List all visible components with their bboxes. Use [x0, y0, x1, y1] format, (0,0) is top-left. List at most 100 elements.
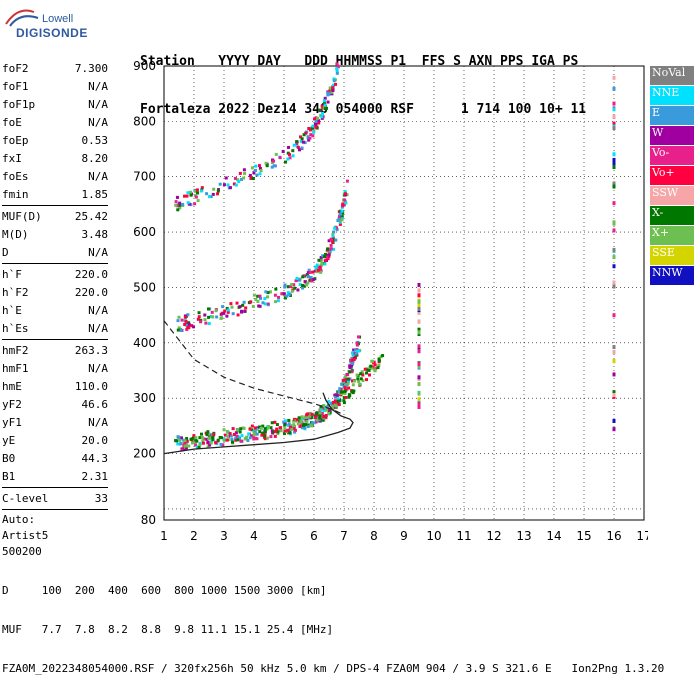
- spur-point: [612, 221, 616, 226]
- echo-point: [202, 437, 206, 441]
- spur-point: [612, 313, 616, 318]
- echo-point: [211, 438, 215, 442]
- footer-muf-row: MUF 7.7 7.8 8.2 8.8 9.8 11.1 15.1 25.4 […: [2, 623, 334, 636]
- echo-point: [289, 424, 293, 428]
- param-row: hmE 110.0: [2, 378, 108, 396]
- param-row: h`Es N/A: [2, 320, 108, 338]
- echo-point: [373, 363, 377, 367]
- echo-point: [185, 437, 189, 441]
- echo-point: [343, 192, 347, 196]
- echo-point: [190, 324, 194, 328]
- echo-point: [332, 77, 336, 81]
- echo-point: [242, 426, 246, 430]
- echo-point: [209, 441, 213, 445]
- echo-point: [183, 322, 187, 326]
- echo-point: [319, 256, 323, 260]
- echo-point: [186, 325, 190, 329]
- echo-point: [360, 370, 364, 374]
- echo-point: [203, 318, 207, 322]
- echo-point: [261, 301, 265, 305]
- echo-point: [310, 412, 314, 416]
- param-row: yF1 N/A: [2, 414, 108, 432]
- echo-point: [314, 265, 318, 269]
- spur-point: [417, 344, 421, 349]
- echo-point: [256, 294, 260, 298]
- echo-point: [209, 195, 213, 199]
- echo-point: [197, 311, 201, 315]
- echo-point: [242, 176, 246, 180]
- echo-point: [285, 294, 289, 298]
- logo: Lowell DIGISONDE: [4, 4, 87, 48]
- echo-point: [252, 437, 256, 441]
- param-row: B1 2.31: [2, 468, 108, 486]
- param-name: hmF1: [2, 362, 29, 375]
- echo-point: [315, 418, 319, 422]
- echo-point: [283, 296, 287, 300]
- echo-point: [328, 89, 332, 93]
- y-tick-label: 800: [133, 114, 156, 128]
- echo-point: [214, 309, 218, 313]
- echo-point: [208, 443, 212, 447]
- spur-point: [612, 75, 616, 80]
- divider: [2, 487, 108, 488]
- spur-point: [612, 390, 616, 395]
- spur-point: [612, 181, 616, 186]
- param-row: foEs N/A: [2, 168, 108, 186]
- echo-point: [232, 182, 236, 186]
- echo-point: [176, 319, 180, 323]
- echo-point: [288, 156, 292, 160]
- x-tick-label: 13: [516, 529, 531, 543]
- echo-point: [338, 214, 342, 218]
- echo-point: [331, 232, 335, 236]
- echo-point: [193, 189, 197, 193]
- legend-item-ssw: SSW: [650, 186, 694, 205]
- echo-point: [301, 140, 305, 144]
- echo-point: [180, 436, 184, 440]
- echo-point: [189, 203, 193, 207]
- echo-point: [238, 430, 242, 434]
- echo-point: [318, 416, 322, 420]
- echo-point: [309, 133, 313, 137]
- echo-point: [314, 119, 318, 123]
- echo-point: [283, 427, 287, 431]
- echo-point: [276, 432, 280, 436]
- spur-point: [612, 372, 616, 377]
- x-tick-label: 16: [606, 529, 621, 543]
- echo-point: [295, 418, 299, 422]
- echo-point: [286, 157, 290, 161]
- digisonde-logo-icon: [5, 9, 39, 27]
- echo-point: [196, 317, 200, 321]
- echo-point: [293, 424, 297, 428]
- spur-point: [417, 375, 421, 380]
- param-value: N/A: [88, 362, 108, 375]
- echo-point: [306, 425, 310, 429]
- spur-point: [417, 391, 421, 396]
- echo-point: [286, 285, 290, 289]
- echo-point: [231, 427, 235, 431]
- echo-point: [350, 370, 354, 374]
- x-tick-label: 7: [340, 529, 348, 543]
- echo-point: [311, 270, 315, 274]
- echo-point: [185, 327, 189, 331]
- spur-point: [417, 293, 421, 298]
- echo-point: [367, 373, 371, 377]
- spur-point: [612, 201, 616, 206]
- echo-point: [316, 414, 320, 418]
- echo-point: [377, 363, 381, 367]
- spur-point: [417, 282, 421, 287]
- echo-point: [344, 201, 348, 205]
- echo-point: [184, 323, 188, 327]
- param-value: 1.85: [81, 188, 109, 201]
- echo-point: [306, 412, 310, 416]
- echo-point: [216, 438, 220, 442]
- echo-point: [355, 349, 359, 353]
- echo-point: [203, 313, 207, 317]
- echo-point: [230, 305, 234, 309]
- echo-point: [307, 268, 311, 272]
- echo-point: [218, 435, 222, 439]
- echo-point: [226, 183, 230, 187]
- echo-point: [305, 419, 309, 423]
- spur-point: [612, 284, 616, 289]
- echo-point: [342, 399, 346, 403]
- spur-point: [612, 345, 616, 350]
